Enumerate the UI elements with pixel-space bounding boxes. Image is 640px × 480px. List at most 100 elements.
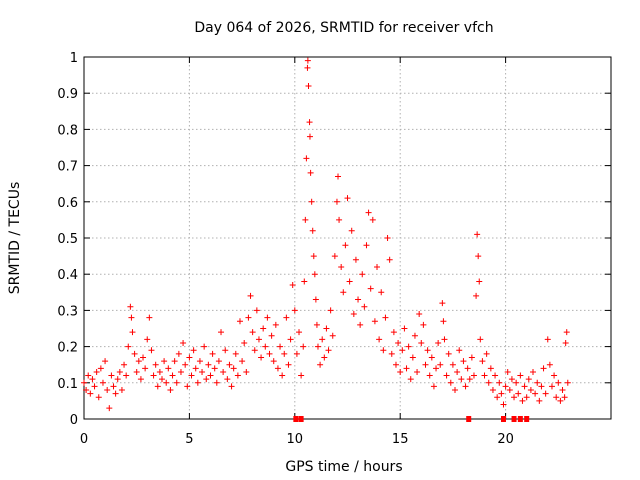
data-point (380, 347, 387, 354)
data-point (390, 329, 397, 336)
data-point (199, 368, 206, 375)
data-point (289, 282, 296, 289)
data-point (492, 372, 499, 379)
data-point (331, 253, 338, 260)
data-point (306, 119, 313, 126)
data-point (137, 376, 144, 383)
data-point (253, 307, 260, 314)
data-point (270, 358, 277, 365)
data-point (428, 354, 435, 361)
data-point (369, 216, 376, 223)
data-point (473, 292, 480, 299)
data-point (309, 227, 316, 234)
data-point (468, 354, 475, 361)
data-point (340, 289, 347, 296)
data-point (437, 361, 444, 368)
data-point (483, 350, 490, 357)
data-point (440, 318, 447, 325)
y-tick-label: 0.8 (57, 123, 78, 138)
data-point (523, 394, 530, 401)
y-tick-label: 0.4 (57, 268, 78, 283)
data-point (551, 372, 558, 379)
data-point (140, 354, 147, 361)
data-point (536, 397, 543, 404)
chart-title: Day 064 of 2026, SRMTID for receiver vfc… (194, 20, 493, 36)
data-point (346, 278, 353, 285)
data-point (245, 314, 252, 321)
data-point (222, 347, 229, 354)
data-point (158, 376, 165, 383)
data-point (296, 329, 303, 336)
data-point (302, 216, 309, 223)
x-tick-label: 20 (497, 432, 514, 447)
data-point (161, 358, 168, 365)
data-point (542, 390, 549, 397)
data-point (538, 383, 545, 390)
data-point (348, 227, 355, 234)
data-point (220, 368, 227, 375)
data-point (498, 390, 505, 397)
data-point (441, 336, 448, 343)
data-point (327, 307, 334, 314)
data-point (352, 256, 359, 263)
data-point (116, 368, 123, 375)
data-point (83, 387, 90, 394)
data-point (313, 321, 320, 328)
data-point (561, 394, 568, 401)
data-point (173, 379, 180, 386)
data-point (557, 397, 564, 404)
data-point (517, 372, 524, 379)
data-point (226, 361, 233, 368)
data-point (171, 358, 178, 365)
data-point (128, 314, 135, 321)
data-point (93, 368, 100, 375)
data-point (165, 365, 172, 372)
data-point (272, 321, 279, 328)
data-point (454, 368, 461, 375)
data-point (405, 343, 412, 350)
data-point (266, 350, 273, 357)
data-point (239, 358, 246, 365)
data-point (89, 376, 96, 383)
axis-ticks: 00.10.20.30.40.50.60.70.80.910 5 10 15 20 (57, 51, 611, 447)
x-tick-label: 0 (80, 432, 88, 447)
data-point (306, 133, 313, 140)
data-point (403, 365, 410, 372)
data-point (203, 376, 210, 383)
data-point (262, 343, 269, 350)
data-point (323, 325, 330, 332)
data-point (283, 314, 290, 321)
data-point (363, 242, 370, 249)
data-point (515, 390, 522, 397)
data-point (479, 358, 486, 365)
data-point (108, 372, 115, 379)
data-point (144, 336, 151, 343)
data-point (249, 329, 256, 336)
data-point (311, 271, 318, 278)
data-point (205, 361, 212, 368)
data-point (477, 336, 484, 343)
x-tick-label: 10 (287, 432, 304, 447)
data-point (422, 361, 429, 368)
data-point (553, 394, 560, 401)
data-point (135, 358, 142, 365)
data-point (121, 361, 128, 368)
y-tick-label: 0.7 (57, 160, 78, 175)
data-point (112, 390, 119, 397)
data-point (304, 57, 311, 64)
data-point (218, 329, 225, 336)
data-point (534, 379, 541, 386)
zero-marker (524, 416, 530, 422)
data-point (435, 339, 442, 346)
data-point (555, 379, 562, 386)
data-point (433, 365, 440, 372)
data-point (154, 383, 161, 390)
data-point (118, 387, 125, 394)
data-point (133, 368, 140, 375)
data-point (268, 332, 275, 339)
data-point (215, 358, 222, 365)
data-point (418, 339, 425, 346)
data-point (519, 397, 526, 404)
data-point (277, 343, 284, 350)
data-point (300, 343, 307, 350)
